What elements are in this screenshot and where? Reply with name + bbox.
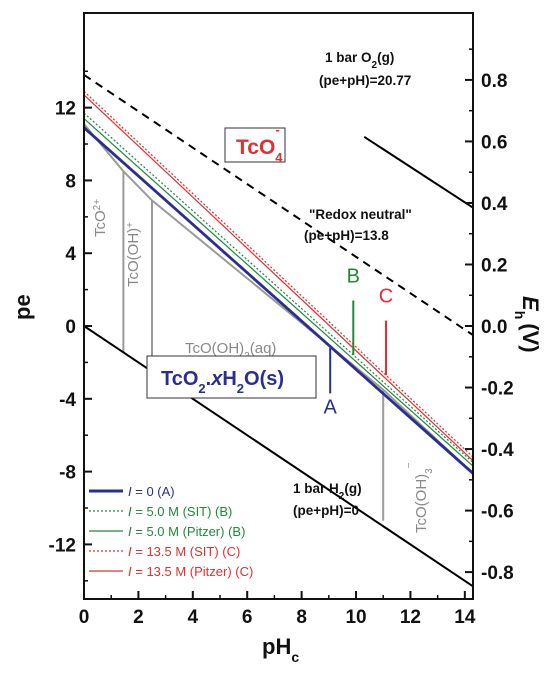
- h2-label-line2: (pe+pH)=0: [293, 503, 359, 518]
- series-line-2: [84, 118, 473, 467]
- series-line-1: [84, 112, 473, 463]
- series-line-0: [84, 126, 473, 475]
- plot-frame: [83, 12, 474, 600]
- tco2-label: TcO2.xH2O(s): [161, 368, 284, 396]
- legend-entry-4: I = 13.5 M (Pitzer) (C): [128, 564, 253, 579]
- x-tick-label: 4: [188, 607, 199, 628]
- tco4-box: [224, 127, 286, 163]
- y2-axis-title: Eh(V): [512, 296, 543, 353]
- tco4-label: TcO4-: [236, 122, 283, 165]
- y2-tick-label: -0.2: [481, 379, 514, 400]
- y2-tick-label: 0.4: [481, 194, 508, 215]
- x-tick-label: 2: [133, 607, 144, 628]
- y2-tick-label: 0.6: [481, 132, 507, 153]
- o2-label-line1: 1 bar O2(g): [325, 50, 394, 71]
- x-tick-label: 14: [454, 607, 476, 628]
- species-label-tco2plus: TcO2+: [92, 199, 110, 237]
- boundary-line-o2: [363, 135, 473, 209]
- ticks-layer: 0 2 4 6 8 10 12 14 -12 -8 -4 0 4 8 12 -0.8 -0.6 -0.4 -0.2 0…: [49, 48, 514, 628]
- legend: I = 0 (A) I = 5.0 M (SIT) (B) I = 5.0 M (P…: [89, 484, 253, 579]
- y2-tick-label: -0.6: [481, 502, 514, 523]
- y-tick-label: -8: [59, 463, 76, 484]
- y-tick-label: 4: [65, 244, 76, 265]
- boundary-line-neutral: [84, 74, 473, 336]
- series-label-c: C: [379, 285, 393, 307]
- legend-entry-1: I = 5.0 M (SIT) (B): [128, 504, 232, 519]
- y2-tick-label: -0.8: [481, 563, 514, 584]
- species-label-tcooh3: TcO(OH)3−: [404, 462, 435, 533]
- y-tick-label: 0: [65, 317, 76, 338]
- species-label-tcooh2: TcO(OH)2(aq): [185, 340, 276, 362]
- y2-tick-label: 0.8: [481, 71, 507, 92]
- x-tick-label: 12: [400, 607, 421, 628]
- series-line-3: [84, 90, 473, 458]
- neutral-label-line2: (pe+pH)=13.8: [304, 228, 389, 243]
- series-label-b: B: [347, 265, 360, 287]
- y-tick-label: -4: [59, 390, 76, 411]
- legend-entry-3: I = 13.5 M (SIT) (C): [128, 544, 240, 559]
- x-tick-label: 0: [79, 607, 90, 628]
- y-tick-label: 8: [65, 171, 76, 192]
- y2-tick-label: 0.0: [481, 317, 507, 338]
- h2-label-line1: 1 bar H2(g): [293, 481, 362, 502]
- legend-entry-0: I = 0 (A): [128, 484, 175, 499]
- x-tick-label: 10: [345, 607, 366, 628]
- x-tick-label: 6: [242, 607, 253, 628]
- y2-tick-label: 0.2: [481, 255, 507, 276]
- y2-tick-label: -0.4: [481, 440, 514, 461]
- y-tick-label: -12: [49, 535, 76, 556]
- legend-entry-2: I = 5.0 M (Pitzer) (B): [128, 524, 245, 539]
- y-axis-title: pe: [10, 294, 35, 320]
- x-axis-title: pHc: [262, 634, 299, 665]
- series-line-4: [84, 94, 473, 462]
- species-label-tcooh: TcO(OH)+: [125, 222, 143, 287]
- o2-label-line2: (pe+pH)=20.77: [319, 73, 411, 88]
- tco2-box: [146, 355, 317, 399]
- y-tick-label: 12: [55, 99, 76, 120]
- x-tick-label: 8: [296, 607, 307, 628]
- series-label-a: A: [324, 396, 338, 418]
- annotation-layer: A BC: [324, 265, 394, 418]
- neutral-label-line1: "Redox neutral": [309, 207, 412, 222]
